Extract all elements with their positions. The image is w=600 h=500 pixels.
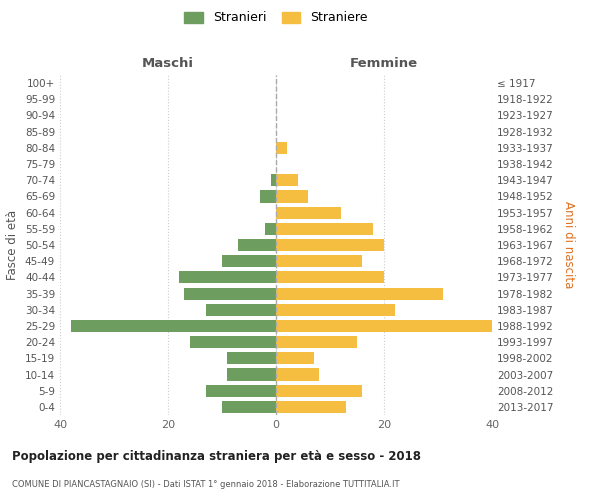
Bar (222, 255, 276, 268)
Legend: Stranieri, Straniere: Stranieri, Straniere (179, 6, 373, 30)
Bar (227, 368, 276, 380)
Bar (238, 239, 276, 251)
Bar (276, 401, 346, 413)
Bar (276, 239, 384, 251)
Text: COMUNE DI PIANCASTAGNAIO (SI) - Dati ISTAT 1° gennaio 2018 - Elaborazione TUTTIT: COMUNE DI PIANCASTAGNAIO (SI) - Dati IST… (12, 480, 400, 489)
Bar (206, 384, 276, 397)
Bar (276, 206, 341, 218)
Y-axis label: Fasce di età: Fasce di età (7, 210, 19, 280)
Bar (271, 174, 276, 186)
Bar (276, 255, 362, 268)
Bar (276, 288, 443, 300)
Bar (276, 368, 319, 380)
Bar (222, 401, 276, 413)
Bar (276, 352, 314, 364)
Bar (276, 304, 395, 316)
Bar (276, 336, 357, 348)
Bar (190, 336, 276, 348)
Bar (227, 352, 276, 364)
Bar (276, 320, 492, 332)
Bar (276, 272, 384, 283)
Bar (265, 222, 276, 235)
Text: Femmine: Femmine (350, 57, 418, 70)
Bar (260, 190, 276, 202)
Bar (71, 320, 276, 332)
Text: Maschi: Maschi (142, 57, 194, 70)
Bar (276, 174, 298, 186)
Bar (206, 304, 276, 316)
Bar (276, 384, 362, 397)
Bar (184, 288, 276, 300)
Bar (276, 142, 287, 154)
Bar (276, 190, 308, 202)
Bar (276, 222, 373, 235)
Text: Popolazione per cittadinanza straniera per età e sesso - 2018: Popolazione per cittadinanza straniera p… (12, 450, 421, 463)
Bar (179, 272, 276, 283)
Y-axis label: Anni di nascita: Anni di nascita (562, 202, 575, 288)
